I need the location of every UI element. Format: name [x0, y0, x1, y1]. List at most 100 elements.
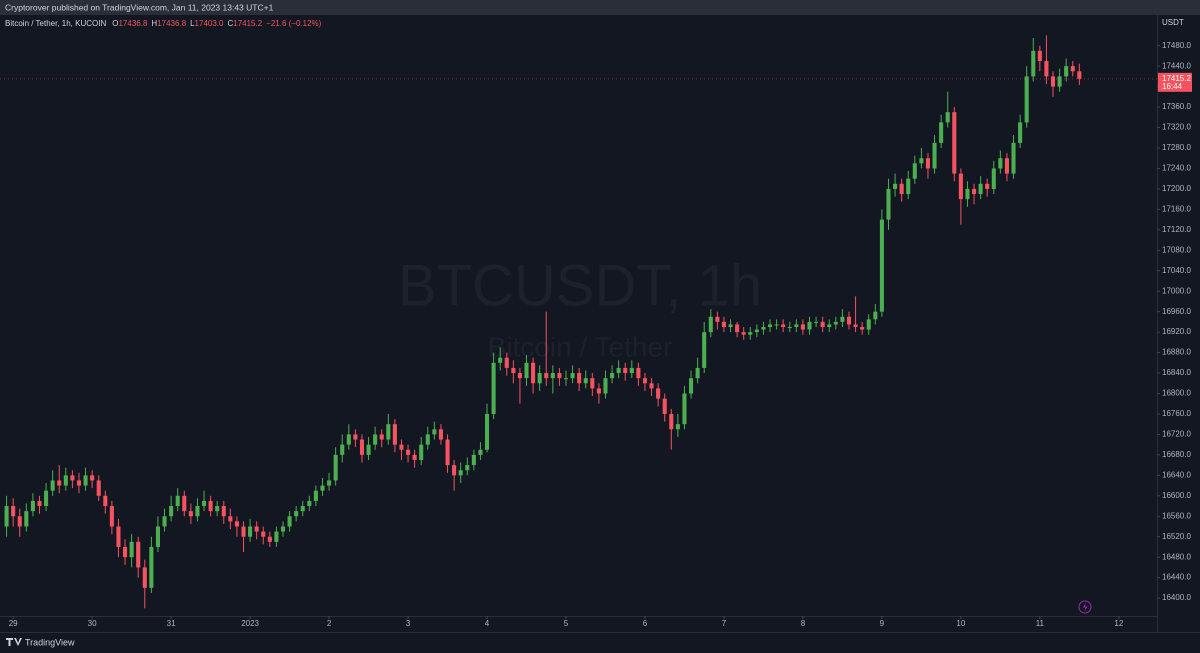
y-tick-label: 16680.0	[1162, 450, 1191, 459]
legend-key: C	[227, 19, 233, 28]
x-tick-label: 11	[1036, 619, 1045, 628]
candle-body	[57, 480, 62, 486]
candle-body	[155, 526, 160, 547]
y-tick-label: 16720.0	[1162, 430, 1191, 439]
candle-body	[642, 378, 648, 384]
candle-body	[761, 327, 766, 330]
candle-body	[340, 444, 345, 455]
candle-body	[623, 367, 628, 374]
y-tick-label: 16880.0	[1162, 348, 1191, 357]
candle-body	[90, 475, 95, 481]
y-tick-label: 16480.0	[1162, 552, 1191, 561]
candle-body	[1057, 76, 1062, 87]
candle-body	[827, 324, 832, 328]
candle-body	[11, 506, 16, 517]
candle-body	[116, 526, 121, 547]
candle-body	[4, 506, 9, 527]
candle-body	[741, 332, 746, 335]
x-tick-label: 30	[88, 619, 97, 628]
y-tick-label: 17360.0	[1162, 102, 1191, 111]
candle-body	[162, 516, 167, 527]
y-tick-label: 17160.0	[1162, 204, 1191, 213]
candle-body	[952, 112, 957, 174]
candle-body	[675, 424, 680, 430]
x-tick-label: 9	[880, 619, 885, 628]
candle-body	[17, 516, 22, 527]
candle-body	[458, 470, 463, 476]
candle-body	[498, 357, 503, 363]
y-tick-label: 17440.0	[1162, 61, 1191, 70]
candle-body	[781, 324, 786, 328]
y-tick-label: 16760.0	[1162, 409, 1191, 418]
candle-body	[590, 378, 595, 389]
candle-body	[208, 500, 213, 512]
candle-body	[563, 378, 569, 380]
legend-change: −21.6 (−0.12%)	[266, 19, 321, 28]
y-tick-label: 16960.0	[1162, 307, 1191, 316]
candle-body	[550, 373, 555, 379]
candle-body	[899, 183, 904, 195]
candle-body	[682, 393, 687, 425]
legend-text: Bitcoin / Tether, 1h, KUCOIN O17436.8 H174…	[5, 19, 322, 28]
candle-body	[511, 367, 516, 374]
candle-body	[412, 454, 417, 460]
candle-body	[787, 327, 792, 329]
y-tick-label: 16840.0	[1162, 368, 1191, 377]
candle-body	[50, 480, 55, 491]
y-tick-label: 16640.0	[1162, 470, 1191, 479]
candle-body	[919, 158, 924, 164]
candle-body	[353, 434, 358, 440]
y-tick-label: 16600.0	[1162, 491, 1191, 500]
candle-body	[794, 324, 799, 328]
candle-body	[840, 316, 845, 322]
candle-body	[30, 500, 35, 512]
candle-body	[478, 449, 483, 455]
candle-body	[294, 511, 299, 517]
candle-body	[853, 324, 858, 328]
alert-ring[interactable]	[1078, 600, 1092, 614]
candle-body	[906, 178, 911, 195]
candle-body	[44, 490, 49, 507]
candle-body	[169, 506, 174, 517]
candle-body	[392, 424, 397, 445]
footer-logo: TradingView	[6, 637, 75, 647]
candle-body	[695, 367, 700, 379]
candle-body	[142, 567, 147, 588]
y-tick-label: 17320.0	[1162, 123, 1191, 132]
alert-bolt[interactable]	[1083, 602, 1088, 612]
candle-body	[175, 495, 180, 507]
candle-body	[254, 526, 259, 532]
candle-body	[228, 516, 233, 522]
candle-body	[300, 506, 305, 512]
candle-body	[399, 444, 404, 450]
candle-body	[800, 324, 805, 330]
x-tick-label: 29	[9, 619, 18, 628]
y-tick-label: 16800.0	[1162, 389, 1191, 398]
alert-icon[interactable]	[1078, 600, 1092, 614]
candle-body	[1044, 61, 1049, 77]
x-tick-label: 12	[1114, 619, 1123, 628]
candle-body	[879, 219, 884, 312]
candle-body	[70, 475, 75, 481]
candle-body	[656, 388, 661, 399]
candle-body	[689, 378, 694, 394]
x-tick-label: 10	[956, 619, 965, 628]
candle-body	[366, 444, 371, 455]
logo-icon	[6, 638, 22, 646]
candle-body	[945, 112, 950, 123]
candle-body	[708, 316, 713, 333]
candle-body	[1070, 66, 1075, 72]
legend-key: O	[112, 19, 118, 28]
candle-body	[971, 188, 977, 195]
candle-body	[491, 362, 496, 414]
candle-body	[274, 531, 279, 542]
y-tick-label: 17040.0	[1162, 266, 1191, 275]
candle-body	[261, 531, 266, 537]
watermark: BTCUSDT, 1h	[398, 253, 762, 318]
candle-body	[1024, 76, 1029, 123]
candle-body	[814, 321, 819, 323]
candle-body	[998, 158, 1003, 169]
y-tick-label: 17080.0	[1162, 245, 1191, 254]
